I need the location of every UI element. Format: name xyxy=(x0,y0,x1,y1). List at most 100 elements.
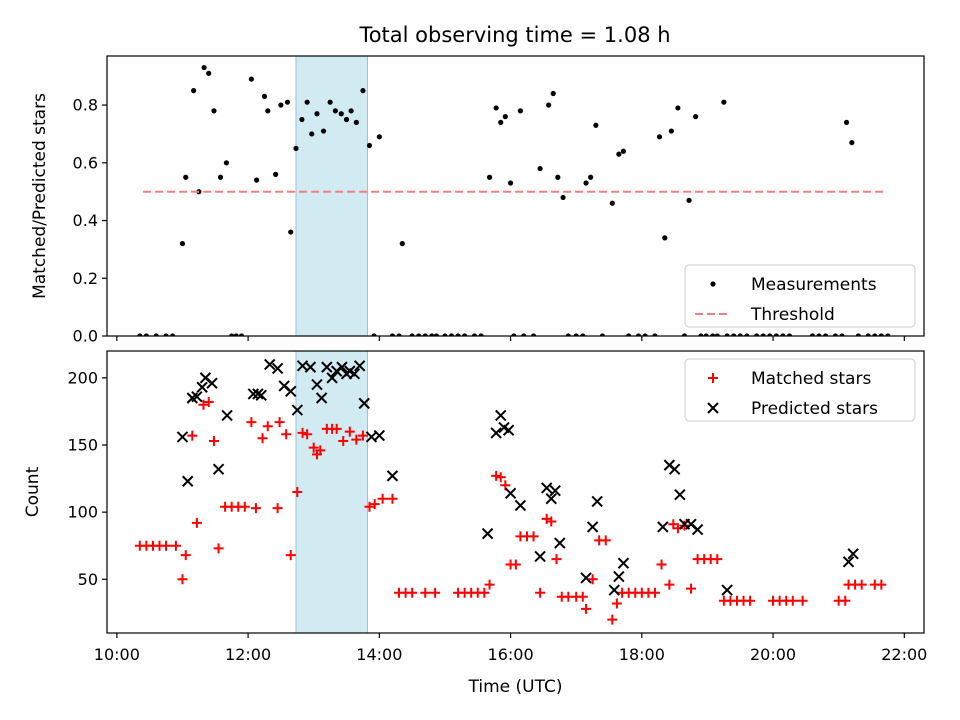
measurement-point xyxy=(809,333,816,336)
matched-point xyxy=(262,421,273,432)
measurement-point xyxy=(565,333,571,336)
matched-point xyxy=(479,587,490,598)
measurement-point xyxy=(626,333,632,336)
matched-point xyxy=(285,550,296,561)
matched-point xyxy=(840,595,851,606)
predicted-point xyxy=(495,409,507,422)
bottom-legend-label: Predicted stars xyxy=(751,399,878,419)
matched-point xyxy=(495,472,506,483)
measurement-point xyxy=(507,180,514,186)
predicted-point xyxy=(348,368,361,380)
top-axes-frame xyxy=(106,55,925,337)
bottom-series-1 xyxy=(176,358,859,596)
xtick-label: 22:00 xyxy=(881,645,927,664)
xtick-label: 16:00 xyxy=(488,645,534,664)
predicted-point xyxy=(182,475,194,487)
measurement-point xyxy=(422,333,428,336)
measurement-point xyxy=(248,76,254,82)
predicted-point xyxy=(326,372,338,384)
predicted-point xyxy=(504,487,517,500)
measurement-point xyxy=(511,333,517,336)
measurement-point xyxy=(493,105,499,111)
bottom-ytick-label: 150 xyxy=(67,436,98,455)
predicted-point xyxy=(534,550,546,563)
measurement-point xyxy=(721,99,727,105)
measurement-point xyxy=(389,333,396,336)
matched-point xyxy=(331,423,342,434)
xtick-label: 20:00 xyxy=(750,645,796,664)
top-plot-area xyxy=(137,56,891,336)
measurement-point xyxy=(304,99,310,105)
top-highlight-band xyxy=(295,56,369,336)
measurement-point xyxy=(327,99,333,105)
measurement-point xyxy=(573,333,579,336)
predicted-point xyxy=(586,521,599,533)
measurement-point xyxy=(486,174,493,180)
predicted-point xyxy=(264,358,276,371)
measurement-point xyxy=(710,333,716,336)
matched-point xyxy=(364,501,375,512)
measurement-point xyxy=(261,93,268,100)
matched-point xyxy=(607,614,618,625)
matched-point xyxy=(577,591,588,602)
xtick-label: 18:00 xyxy=(619,645,665,664)
measurement-point xyxy=(693,114,699,120)
matched-point xyxy=(292,487,303,497)
predicted-point xyxy=(847,548,859,560)
measurement-point xyxy=(371,333,377,336)
matched-point xyxy=(686,583,697,594)
measurement-point xyxy=(183,174,189,180)
measurement-point xyxy=(593,122,599,128)
measurement-point xyxy=(179,241,186,247)
predicted-point xyxy=(540,482,553,494)
measurement-point xyxy=(273,171,279,177)
matched-point xyxy=(484,579,495,590)
measurement-point xyxy=(343,116,350,123)
matched-point xyxy=(745,595,756,606)
matched-point xyxy=(170,540,181,551)
measurement-point xyxy=(299,116,305,123)
predicted-point xyxy=(291,404,304,416)
measurement-point xyxy=(855,333,861,336)
bottom-legend-label: Matched stars xyxy=(751,369,871,389)
bottom-highlight-band xyxy=(295,351,369,633)
top-panel: 0.0 0.2 0.4 0.6 0.8 Matched/Predicted stars Me… xyxy=(30,55,925,346)
matched-point xyxy=(161,540,172,551)
predicted-point xyxy=(255,389,267,402)
predicted-point xyxy=(315,392,328,404)
measurement-point xyxy=(698,333,704,336)
predicted-point xyxy=(554,537,566,549)
predicted-point xyxy=(196,381,208,393)
measurement-point xyxy=(583,180,589,186)
bottom-legend: Matched stars Predicted stars xyxy=(684,358,916,422)
measurement-point xyxy=(278,102,284,108)
measurement-point xyxy=(348,108,354,114)
measurement-point xyxy=(217,174,224,180)
matched-point xyxy=(369,499,380,510)
measurement-point xyxy=(332,108,338,114)
measurement-point xyxy=(843,119,850,125)
measurement-point xyxy=(546,102,552,108)
xtick-label: 12:00 xyxy=(225,645,271,664)
top-ytick-label: 0.0 xyxy=(73,327,98,346)
predicted-point xyxy=(221,409,233,422)
measurement-point xyxy=(724,333,730,336)
predicted-point xyxy=(285,385,297,397)
measurement-point xyxy=(832,333,839,336)
matched-point xyxy=(587,574,598,585)
matched-point xyxy=(420,587,431,598)
predicted-point xyxy=(545,493,557,505)
predicted-point xyxy=(271,362,284,375)
measurement-point xyxy=(767,333,773,336)
predicted-point xyxy=(842,556,855,568)
measurement-point xyxy=(816,333,822,336)
measurement-point xyxy=(284,99,291,105)
measurement-point xyxy=(448,333,455,336)
predicted-point xyxy=(617,557,630,569)
measurement-point xyxy=(353,119,359,125)
measurement-point xyxy=(703,333,709,336)
measurement-point xyxy=(338,111,344,117)
measurement-point xyxy=(409,333,415,336)
measurement-point xyxy=(754,333,760,336)
top-legend-box xyxy=(684,264,916,328)
